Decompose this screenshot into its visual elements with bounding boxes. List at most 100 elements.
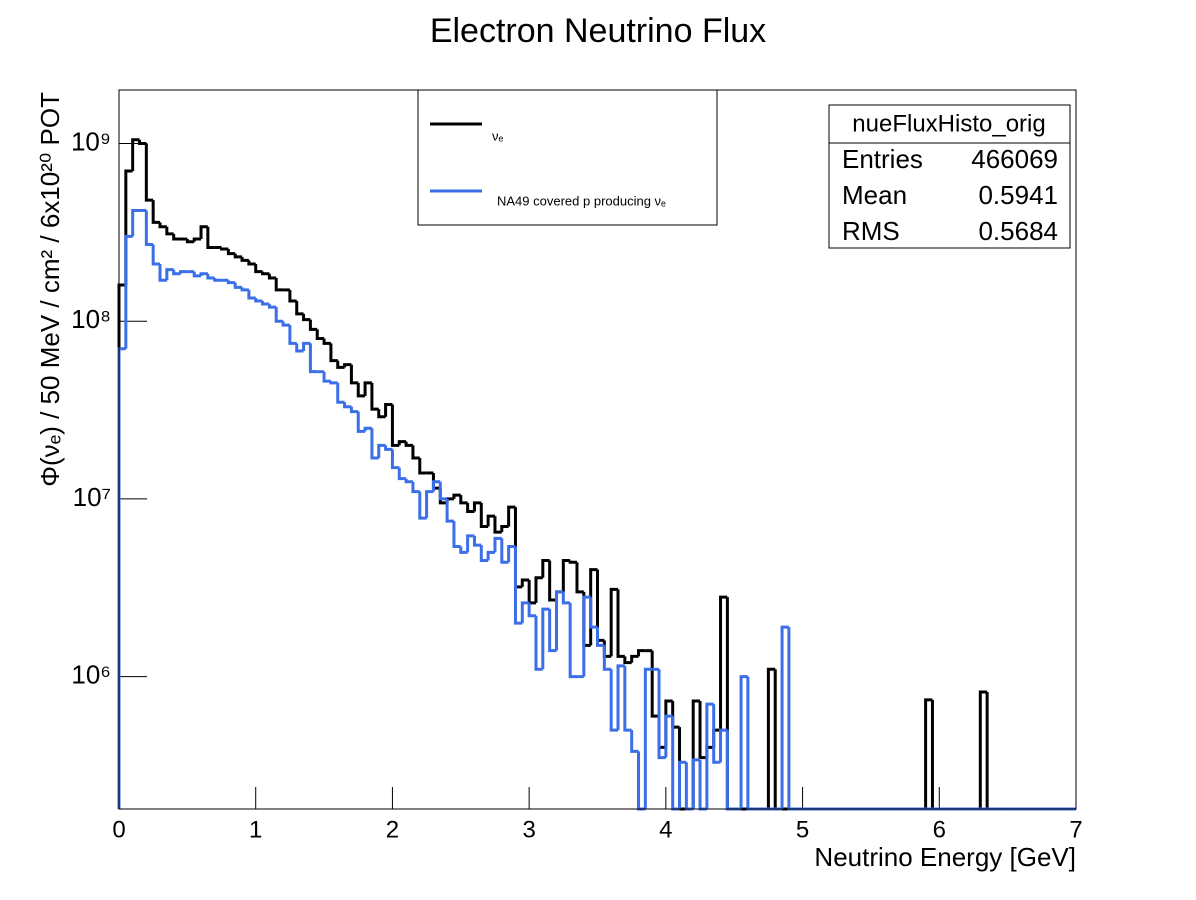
histogram-bin (390, 449, 400, 470)
histogram-bin (445, 498, 454, 523)
histogram-bin (322, 338, 331, 345)
histogram-bin (192, 237, 202, 242)
histogram-bin (179, 270, 188, 274)
histogram-bin (589, 597, 598, 629)
histogram-bin (500, 524, 509, 533)
stats-label: RMS (842, 216, 900, 246)
histogram-bin (220, 247, 229, 251)
histogram-bin (780, 625, 789, 809)
histogram-bin (472, 535, 482, 547)
histogram-bin (226, 280, 236, 285)
histogram-bin (302, 341, 311, 351)
histogram-bin (274, 307, 284, 323)
histogram-bin (472, 501, 482, 512)
x-tick-label: 1 (249, 816, 262, 843)
histogram-bin (678, 760, 687, 809)
histogram-bin (226, 248, 236, 256)
histogram-bin (616, 664, 625, 731)
histogram-bin (329, 381, 338, 385)
histogram-bin (541, 559, 550, 578)
histogram-bin (254, 263, 263, 274)
x-tick-label: 7 (1069, 816, 1082, 843)
histogram-bin (650, 650, 660, 718)
histogram-bin (247, 289, 256, 300)
histogram-bin (336, 382, 345, 404)
histogram-bin (370, 382, 379, 411)
histogram-bin (343, 402, 352, 409)
histogram-bin (165, 268, 174, 281)
histogram-bin (151, 200, 161, 224)
histogram-bin (192, 271, 202, 278)
histogram-bin (151, 244, 161, 266)
histogram-bin (602, 645, 612, 671)
histogram-bin (766, 667, 776, 809)
histogram-bin (185, 239, 195, 244)
histogram-bin (691, 758, 701, 809)
histogram-bin (233, 253, 243, 259)
x-tick-label: 6 (933, 816, 946, 843)
histogram-bin (466, 502, 475, 513)
y-axis-label: Φ(νₑ) / 50 MeV / cm² / 6x10²⁰ POT (35, 92, 65, 487)
stats-label: Entries (842, 144, 923, 174)
histogram-bin (978, 690, 988, 809)
histogram-bin (411, 445, 420, 460)
histogram-bin (609, 669, 619, 732)
histogram-bin (199, 272, 208, 276)
histogram-bin (520, 578, 530, 587)
stats-value: 0.5684 (978, 216, 1058, 246)
histogram-bin (158, 263, 167, 282)
histogram-bin (575, 562, 584, 594)
histogram-bin (267, 303, 277, 309)
histogram-bin (206, 226, 215, 249)
histogram-bin (609, 587, 619, 657)
histogram-bin (452, 521, 461, 548)
histogram-bin (719, 728, 728, 763)
histogram-bin (295, 343, 304, 353)
histogram-bin (124, 234, 133, 349)
histogram-bin (377, 409, 386, 419)
histogram-bin (308, 343, 318, 374)
histogram-bin (623, 665, 632, 732)
histogram-bin (568, 560, 577, 564)
histogram-bin (664, 714, 673, 758)
histogram-bin (356, 411, 366, 433)
histogram-bin (165, 226, 174, 236)
histogram-bin (131, 208, 140, 237)
histogram-bin (643, 667, 653, 809)
histogram-bin (527, 579, 536, 605)
histogram-bin (240, 287, 249, 292)
stats-title: nueFluxHisto_orig (852, 110, 1045, 137)
histogram-bin (418, 457, 427, 475)
histogram-bin (452, 493, 461, 499)
stats-box (828, 104, 1071, 249)
legend-label: NA49 covered p producing νₑ (497, 193, 666, 208)
histogram-bin (295, 300, 304, 316)
histogram-bin (172, 233, 181, 241)
histogram-bin (527, 602, 536, 618)
histogram-bin (507, 544, 516, 563)
histogram-bin (630, 654, 639, 663)
histogram-bin (363, 426, 372, 432)
histogram-bin (459, 546, 468, 554)
histogram-bin (288, 289, 297, 303)
histogram-bin (349, 364, 359, 385)
histogram-bin (513, 546, 523, 625)
histogram-bin (466, 534, 475, 553)
histogram-bin (404, 478, 413, 484)
histogram-bin (329, 343, 338, 363)
histogram-bin (719, 595, 728, 731)
histogram-bin (507, 505, 516, 527)
histogram-bin (267, 273, 277, 280)
histogram-bin (541, 607, 550, 670)
histogram-bin (213, 278, 222, 282)
histogram-bin (254, 298, 263, 303)
histogram-bin (404, 441, 413, 447)
histogram-bin (493, 536, 502, 553)
y-tick-label: 10⁸ (71, 304, 111, 334)
histogram-bin (705, 702, 714, 809)
histogram-bin (138, 139, 147, 145)
histogram-bin (390, 404, 400, 447)
histogram-bin (363, 381, 372, 396)
histogram-bin (520, 601, 530, 624)
histogram-bin (343, 363, 352, 368)
